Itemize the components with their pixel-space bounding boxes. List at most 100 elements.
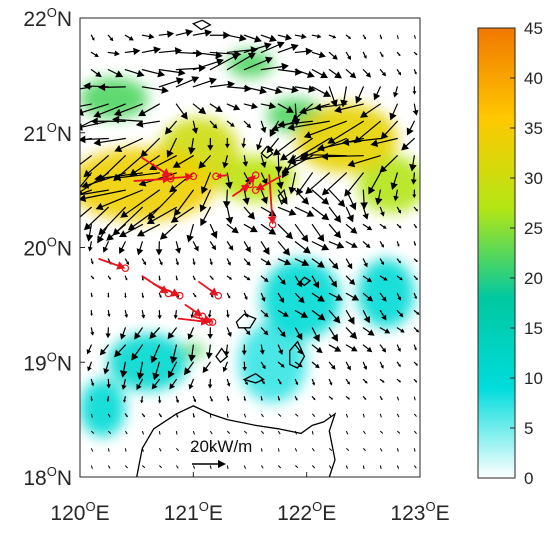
vector-arrow (260, 448, 263, 452)
vector-arrow (311, 344, 323, 354)
vector-arrow (121, 378, 127, 390)
colorbar-tick-label: 15 (524, 319, 543, 338)
observed-vector (192, 315, 217, 326)
vector-arrow (362, 413, 365, 418)
vector-arrow (256, 137, 263, 151)
vector-arrow (277, 292, 285, 304)
y-tick-label: 19ON (23, 349, 72, 375)
vector-arrow (209, 223, 218, 239)
vector-arrow (294, 223, 309, 243)
vector-arrow (270, 120, 296, 132)
vector-arrow (124, 310, 129, 318)
observed-vector (212, 172, 229, 181)
colorbar-ticks: 0 5 10 15 20 25 30 35 40 45 (510, 19, 543, 488)
vector-arrow (412, 189, 417, 199)
map-plot-area: 20kW/m (80, 18, 420, 477)
vector-arrow (277, 448, 280, 452)
vector-arrow (80, 103, 92, 107)
vector-arrow (311, 34, 322, 39)
vector-arrow (157, 310, 162, 320)
vector-arrow (260, 361, 266, 370)
vector-arrow (277, 344, 283, 355)
vector-arrow (412, 103, 419, 116)
vector-arrow (294, 292, 305, 304)
vector-arrow (226, 448, 230, 452)
vector-arrow (242, 189, 250, 205)
vector-arrow (243, 86, 267, 95)
vector-arrow (328, 241, 345, 249)
vector-arrow (105, 327, 111, 339)
vector-arrow (175, 275, 178, 281)
vector-arrow (80, 172, 92, 188)
vector-arrow (396, 69, 402, 76)
vector-arrow (141, 310, 146, 319)
vector-arrow (347, 155, 381, 168)
vector-arrow (141, 46, 161, 54)
vector-arrow (396, 51, 401, 57)
vector-arrow (107, 430, 112, 434)
vector-arrow (260, 62, 289, 71)
field-cell (182, 343, 205, 358)
vector-arrow (129, 155, 160, 176)
vector-arrow (134, 327, 143, 340)
map-axes: 20kW/m 120OE 121OE 122OE 123OE 18ON 19ON 20ON… (23, 5, 449, 525)
vector-arrow (80, 103, 109, 116)
vector-arrow (295, 413, 299, 417)
vector-arrow (90, 51, 99, 57)
vector-arrow (243, 34, 262, 43)
vector-arrow (150, 344, 160, 364)
vector-arrow (192, 275, 196, 281)
vector-arrow (260, 172, 268, 185)
vector-arrow (226, 310, 230, 318)
vector-arrow (136, 241, 144, 256)
vector-arrow (396, 413, 400, 418)
field-cell (357, 258, 415, 328)
vector-arrow (113, 155, 143, 182)
vector-arrow (379, 258, 384, 266)
vector-arrow (294, 448, 298, 452)
vector-arrow (328, 292, 344, 301)
vector-arrow (192, 292, 197, 298)
vector-arrow (243, 102, 258, 110)
vector-arrow (281, 155, 313, 174)
y-tick-label: 22ON (23, 5, 72, 31)
vector-arrow (328, 223, 342, 239)
vector-arrow (167, 327, 177, 340)
vector-arrow (344, 172, 364, 197)
vector-arrow (288, 172, 297, 195)
vector-arrow (243, 241, 251, 253)
vector-arrow (379, 34, 383, 40)
x-tick-label: 123OE (390, 499, 449, 525)
vector-arrow (209, 396, 213, 402)
vector-arrow (158, 68, 186, 77)
vector-arrow (209, 447, 214, 452)
vector-arrow (277, 378, 282, 385)
vector-arrow (328, 189, 346, 208)
vector-arrow (80, 135, 109, 144)
vector-arrow (413, 378, 418, 383)
vector-arrow (80, 189, 92, 195)
vector-arrow (303, 120, 347, 139)
observed-vector (152, 283, 184, 300)
vector-arrow (294, 206, 315, 217)
vector-arrow (260, 102, 277, 110)
vector-arrow (287, 120, 330, 131)
vector-arrow (99, 344, 109, 356)
vector-arrow (360, 103, 381, 118)
vector-arrow (188, 344, 196, 362)
vector-arrow (345, 69, 357, 79)
vector-arrow (362, 447, 366, 452)
vector-arrow (192, 430, 196, 435)
vector-arrow (241, 137, 247, 149)
vector-arrow (345, 396, 350, 400)
vector-arrow (242, 155, 249, 167)
vector-arrow (413, 206, 418, 212)
vector-arrow (141, 448, 144, 452)
vector-arrow (311, 327, 320, 342)
vector-arrow (345, 51, 351, 61)
vector-arrow (328, 447, 333, 452)
vector-arrow (362, 34, 367, 40)
vector-arrow (396, 258, 401, 264)
vector-arrow (175, 241, 182, 254)
vector-arrow (260, 41, 285, 54)
